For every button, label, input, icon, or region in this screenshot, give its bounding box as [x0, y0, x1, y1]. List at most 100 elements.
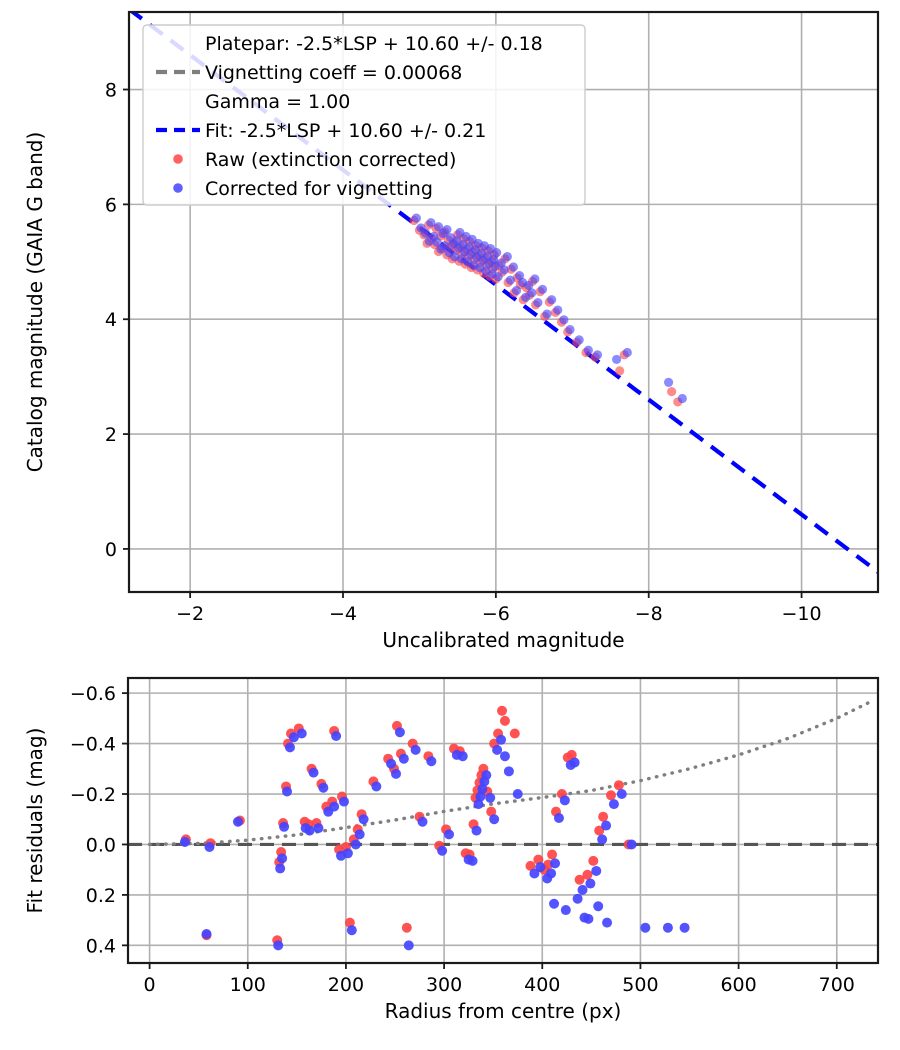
data-point	[583, 345, 593, 355]
data-point	[574, 874, 585, 885]
x-tick-label: −4	[329, 603, 357, 625]
data-point	[426, 218, 436, 228]
data-point	[488, 254, 499, 265]
data-point	[493, 272, 503, 282]
data-point	[677, 393, 687, 404]
data-point	[530, 274, 540, 284]
data-point	[508, 262, 519, 272]
data-point	[537, 284, 548, 294]
data-point	[577, 884, 588, 895]
x-tick-label: 400	[524, 974, 560, 996]
data-point	[585, 878, 596, 889]
data-point	[572, 893, 583, 904]
data-point	[525, 860, 536, 871]
data-point	[481, 770, 492, 781]
data-point	[444, 829, 455, 840]
data-point	[547, 295, 557, 305]
data-point	[511, 285, 522, 296]
data-point	[403, 940, 414, 951]
y-tick-label: 4	[105, 309, 117, 331]
x-tick-label: 300	[426, 974, 462, 996]
data-point	[282, 786, 293, 797]
y-tick-label: −0.6	[70, 683, 116, 705]
data-point	[492, 744, 503, 755]
y-tick-label: −0.4	[70, 734, 116, 756]
data-point	[499, 265, 509, 275]
data-point	[398, 753, 409, 764]
legend-entry-label: Gamma = 1.00	[205, 91, 350, 113]
data-point	[542, 309, 552, 319]
data-point	[288, 732, 299, 743]
data-point	[499, 715, 510, 726]
y-tick-label: 6	[105, 194, 117, 216]
data-point	[591, 865, 602, 876]
data-point	[550, 858, 561, 869]
legend-raw-marker	[173, 154, 183, 164]
legend-corrected-marker	[173, 183, 183, 193]
y-tick-label: 0.4	[86, 935, 116, 957]
data-point	[401, 922, 412, 933]
y-tick-label: 2	[105, 424, 117, 446]
data-point	[559, 315, 569, 325]
x-tick-label: −8	[635, 603, 663, 625]
legend-box	[142, 24, 586, 206]
data-point	[594, 825, 605, 836]
data-point	[524, 280, 534, 290]
data-point	[615, 366, 625, 376]
x-axis-label: Radius from centre (px)	[385, 999, 622, 1023]
y-tick-label: 0.2	[86, 885, 116, 907]
data-point	[565, 324, 575, 335]
data-point	[344, 917, 355, 928]
data-point	[605, 790, 616, 801]
data-point	[485, 792, 496, 803]
data-point	[346, 925, 357, 936]
data-point	[475, 791, 486, 802]
data-point	[535, 862, 546, 873]
data-point	[679, 922, 690, 933]
data-point	[457, 751, 468, 762]
data-point	[477, 783, 488, 794]
data-point	[386, 758, 397, 769]
legend-entry-label: Fit: -2.5*LSP + 10.60 +/- 0.21	[205, 120, 486, 142]
data-point	[273, 940, 284, 951]
data-point	[467, 855, 478, 866]
data-point	[329, 801, 340, 812]
data-point	[553, 305, 563, 315]
x-tick-label: −2	[176, 603, 204, 625]
data-point	[354, 829, 365, 840]
x-tick-label: 700	[819, 974, 855, 996]
legend: Platepar: -2.5*LSP + 10.60 +/- 0.18 Vigne…	[142, 24, 586, 206]
data-point	[318, 782, 329, 793]
data-point	[371, 781, 382, 792]
data-point	[546, 868, 557, 879]
data-point	[432, 237, 442, 247]
data-point	[566, 749, 577, 760]
data-point	[394, 727, 405, 738]
vignetting-curve	[147, 699, 873, 847]
data-point	[593, 901, 604, 912]
data-point	[313, 823, 324, 834]
data-point	[502, 252, 512, 262]
data-point	[275, 863, 286, 874]
data-point	[569, 757, 580, 768]
data-point	[442, 225, 452, 235]
data-point	[473, 799, 484, 810]
data-point	[296, 728, 307, 739]
data-point	[602, 917, 613, 928]
data-point	[437, 845, 448, 856]
data-point	[512, 789, 523, 800]
data-point	[527, 288, 537, 298]
data-point	[662, 922, 673, 933]
data-point	[358, 814, 369, 825]
data-point	[497, 705, 508, 716]
data-point	[560, 905, 571, 916]
data-point	[529, 868, 540, 879]
data-point	[308, 767, 319, 778]
plot-content	[128, 699, 878, 951]
data-point	[433, 222, 444, 232]
data-point	[420, 228, 431, 238]
data-point	[492, 248, 502, 258]
data-point	[663, 377, 674, 387]
data-point	[204, 841, 215, 852]
